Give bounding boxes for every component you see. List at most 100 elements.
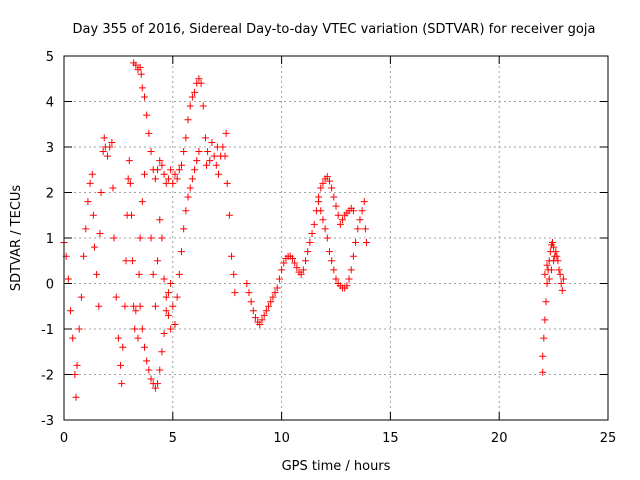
data-point — [245, 289, 253, 297]
data-point — [160, 330, 168, 338]
data-point — [184, 116, 192, 124]
data-point — [280, 259, 288, 267]
data-point — [228, 252, 236, 260]
data-point — [310, 220, 318, 228]
data-point — [354, 225, 362, 233]
data-point — [186, 184, 194, 192]
data-point — [230, 270, 238, 278]
data-point — [293, 264, 301, 272]
data-point — [136, 234, 144, 242]
data-point — [219, 143, 227, 151]
data-point — [328, 184, 336, 192]
data-point — [186, 102, 194, 110]
y-tick-labels: -3 -2 -1 0 1 2 3 4 5 — [41, 50, 54, 429]
data-point — [361, 225, 369, 233]
data-point — [143, 357, 151, 365]
data-point — [339, 216, 347, 224]
data-point — [167, 325, 175, 333]
data-point — [188, 175, 196, 183]
data-point — [125, 157, 133, 165]
data-point — [288, 254, 296, 262]
data-point — [167, 166, 175, 174]
data-point — [72, 393, 80, 401]
data-point — [265, 302, 273, 310]
data-point — [67, 307, 75, 315]
data-point — [184, 193, 192, 201]
data-point — [191, 88, 199, 96]
data-point — [75, 325, 83, 333]
data-point — [124, 175, 132, 183]
data-point — [160, 275, 168, 283]
data-point — [191, 166, 199, 174]
y-tick-label: -2 — [41, 369, 54, 384]
data-point — [180, 148, 188, 156]
data-point — [231, 289, 239, 297]
data-point — [138, 198, 146, 206]
data-point — [302, 257, 310, 265]
data-point — [86, 179, 94, 187]
data-point — [347, 266, 355, 274]
data-point — [178, 248, 186, 256]
data-point — [164, 175, 172, 183]
y-axis-label: SDTVAR / TECUs — [9, 185, 24, 292]
data-point — [141, 93, 149, 101]
data-point — [352, 239, 360, 247]
data-point — [325, 177, 333, 185]
data-points — [60, 59, 567, 401]
x-axis-label: GPS time / hours — [282, 459, 391, 474]
data-point — [126, 179, 134, 187]
data-point — [108, 138, 116, 146]
x-tick-label: 5 — [169, 431, 177, 446]
data-point — [275, 275, 283, 283]
data-point — [271, 289, 279, 297]
data-point — [147, 234, 155, 242]
data-point — [93, 270, 101, 278]
data-point — [173, 293, 181, 301]
data-point — [88, 170, 96, 178]
data-point — [117, 361, 125, 369]
data-point — [195, 75, 203, 83]
data-point — [158, 234, 166, 242]
data-point — [162, 293, 170, 301]
data-point — [151, 384, 159, 392]
x-tick-label: 25 — [600, 431, 617, 446]
data-point — [145, 129, 153, 137]
y-tick-label: 0 — [46, 278, 54, 293]
x-tick-label: 20 — [491, 431, 508, 446]
data-point — [151, 302, 159, 310]
data-point — [154, 380, 162, 388]
y-tick-label: -1 — [41, 323, 54, 338]
data-point — [360, 198, 368, 206]
data-point — [558, 286, 566, 294]
data-point — [308, 229, 316, 237]
data-point — [97, 189, 105, 196]
grid-lines — [64, 56, 608, 420]
data-point — [143, 111, 151, 119]
data-point — [550, 243, 558, 251]
data-point — [555, 266, 563, 274]
x-tick-label: 15 — [382, 431, 399, 446]
data-point — [171, 320, 179, 328]
y-tick-label: 3 — [46, 141, 54, 156]
data-point — [158, 348, 166, 356]
data-point — [345, 275, 353, 283]
axis-ticks — [63, 55, 609, 421]
data-point — [71, 371, 79, 378]
data-point — [141, 343, 149, 351]
data-point — [553, 252, 561, 260]
data-point — [137, 70, 145, 78]
x-tick-label: 10 — [273, 431, 290, 446]
data-point — [204, 148, 212, 156]
y-tick-label: -3 — [41, 414, 54, 429]
data-point — [319, 216, 327, 224]
data-point — [162, 179, 170, 187]
y-tick-label: 2 — [46, 187, 54, 202]
data-point — [96, 229, 104, 237]
data-point — [147, 148, 155, 156]
data-point — [541, 316, 549, 324]
y-tick-label: 4 — [46, 96, 54, 111]
data-point — [349, 207, 357, 215]
data-point — [169, 302, 177, 310]
data-point — [332, 275, 340, 283]
